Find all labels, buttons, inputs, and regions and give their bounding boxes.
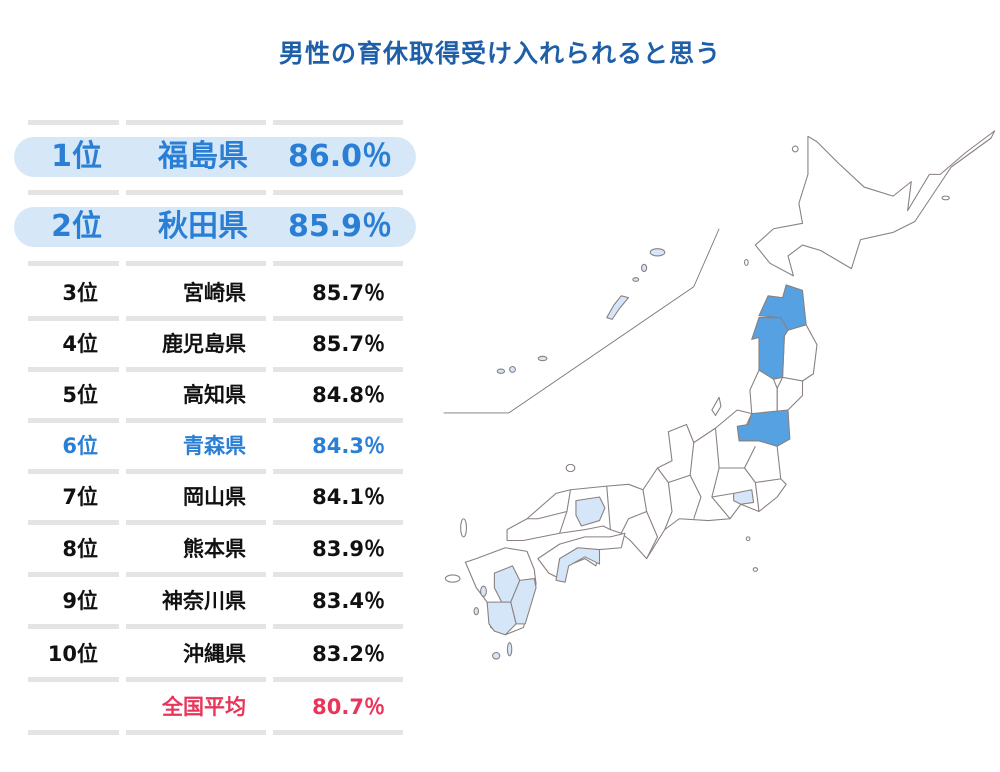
prefecture-name: 宮崎県 [183, 281, 246, 305]
prefecture-borders [527, 428, 781, 559]
percent-value: 84.1％ [312, 485, 385, 509]
percent-value: 85.7％ [312, 281, 385, 305]
row-divider [126, 120, 266, 125]
row-divider [28, 190, 119, 195]
rank-label: 1位 [51, 139, 102, 174]
prefecture-name: 神奈川県 [162, 589, 246, 613]
row-divider [273, 624, 403, 629]
prefecture-name: 福島県 [158, 139, 248, 174]
prefecture-name: 鹿児島県 [162, 332, 246, 356]
ranking-row: 1位 福島県 86.0％ [0, 137, 420, 177]
rank-label: 9位 [62, 589, 98, 613]
row-divider [126, 190, 266, 195]
row-divider [273, 120, 403, 125]
hokkaido [754, 130, 996, 277]
row-divider [28, 469, 119, 474]
row-divider [273, 520, 403, 525]
prefecture-name: 熊本県 [183, 537, 246, 561]
row-divider [28, 367, 119, 372]
row-divider [273, 469, 403, 474]
row-divider [28, 677, 119, 682]
row-divider [126, 520, 266, 525]
ranking-row: 6位 青森県 84.3％ [0, 426, 420, 466]
row-divider [28, 418, 119, 423]
prefecture-name: 秋田県 [158, 209, 248, 244]
highlight-rank-2 [14, 207, 416, 247]
row-divider [126, 572, 266, 577]
prefecture-name: 沖縄県 [183, 642, 246, 666]
row-divider [273, 261, 403, 266]
iwate [782, 324, 818, 382]
row-divider [28, 261, 119, 266]
row-divider [28, 120, 119, 125]
row-divider [273, 677, 403, 682]
ranking-row: 2位 秋田県 85.9％ [0, 207, 420, 247]
row-divider [126, 367, 266, 372]
percent-value: 83.2％ [312, 642, 385, 666]
rank-label: 4位 [62, 332, 98, 356]
average-percent: 80.7％ [312, 695, 385, 719]
rank-label: 8位 [62, 537, 98, 561]
okayama [575, 496, 606, 527]
row-divider [126, 677, 266, 682]
ranking-row: 9位 神奈川県 83.4％ [0, 581, 420, 621]
kanagawa [733, 489, 755, 505]
fukushima [736, 409, 791, 447]
ranking-row: 5位 高知県 84.8％ [0, 375, 420, 415]
rank-label: 6位 [62, 434, 98, 458]
prefecture-name: 高知県 [183, 383, 246, 407]
average-label: 全国平均 [162, 695, 246, 719]
average-row: 全国平均 80.7％ [0, 687, 420, 727]
small-islands [473, 248, 666, 660]
okinawa-separator-line [443, 228, 720, 414]
percent-value: 86.0％ [287, 139, 392, 174]
percent-value: 83.4％ [312, 589, 385, 613]
miyagi [776, 376, 804, 415]
ranking-row: 7位 岡山県 84.1％ [0, 477, 420, 517]
row-divider [273, 418, 403, 423]
row-divider [273, 572, 403, 577]
rank-label: 5位 [62, 383, 98, 407]
row-divider [126, 418, 266, 423]
kochi [555, 547, 601, 583]
percent-value: 85.7％ [312, 332, 385, 356]
row-divider [126, 316, 266, 321]
row-divider [273, 730, 403, 735]
highlight-rank-1 [14, 137, 416, 177]
percent-value: 83.9％ [312, 537, 385, 561]
prefecture-name: 青森県 [183, 434, 246, 458]
akita [751, 317, 789, 380]
ranking-row: 10位 沖縄県 83.2％ [0, 634, 420, 674]
row-divider [273, 316, 403, 321]
row-divider [28, 572, 119, 577]
okinawa-island [606, 295, 630, 320]
percent-value: 84.3％ [312, 434, 385, 458]
row-divider [28, 624, 119, 629]
rank-label: 3位 [62, 281, 98, 305]
rank-label: 10位 [47, 642, 98, 666]
prefecture-name: 岡山県 [183, 485, 246, 509]
small-islands-white [444, 145, 950, 583]
row-divider [28, 520, 119, 525]
row-divider [126, 261, 266, 266]
kagoshima [486, 601, 517, 636]
sado-island [711, 396, 722, 416]
row-divider [28, 316, 119, 321]
row-divider [28, 730, 119, 735]
percent-value: 84.8％ [312, 383, 385, 407]
percent-value: 85.9％ [287, 209, 392, 244]
rank-label: 7位 [62, 485, 98, 509]
row-divider [273, 367, 403, 372]
row-divider [126, 624, 266, 629]
rank-label: 2位 [51, 209, 102, 244]
row-divider [126, 469, 266, 474]
ranking-row: 3位 宮崎県 85.7％ [0, 273, 420, 313]
ranking-row: 8位 熊本県 83.9％ [0, 529, 420, 569]
row-divider [126, 730, 266, 735]
page-title: 男性の育休取得受け入れられると思う [278, 39, 721, 68]
row-divider [273, 190, 403, 195]
ranking-row: 4位 鹿児島県 85.7％ [0, 324, 420, 364]
